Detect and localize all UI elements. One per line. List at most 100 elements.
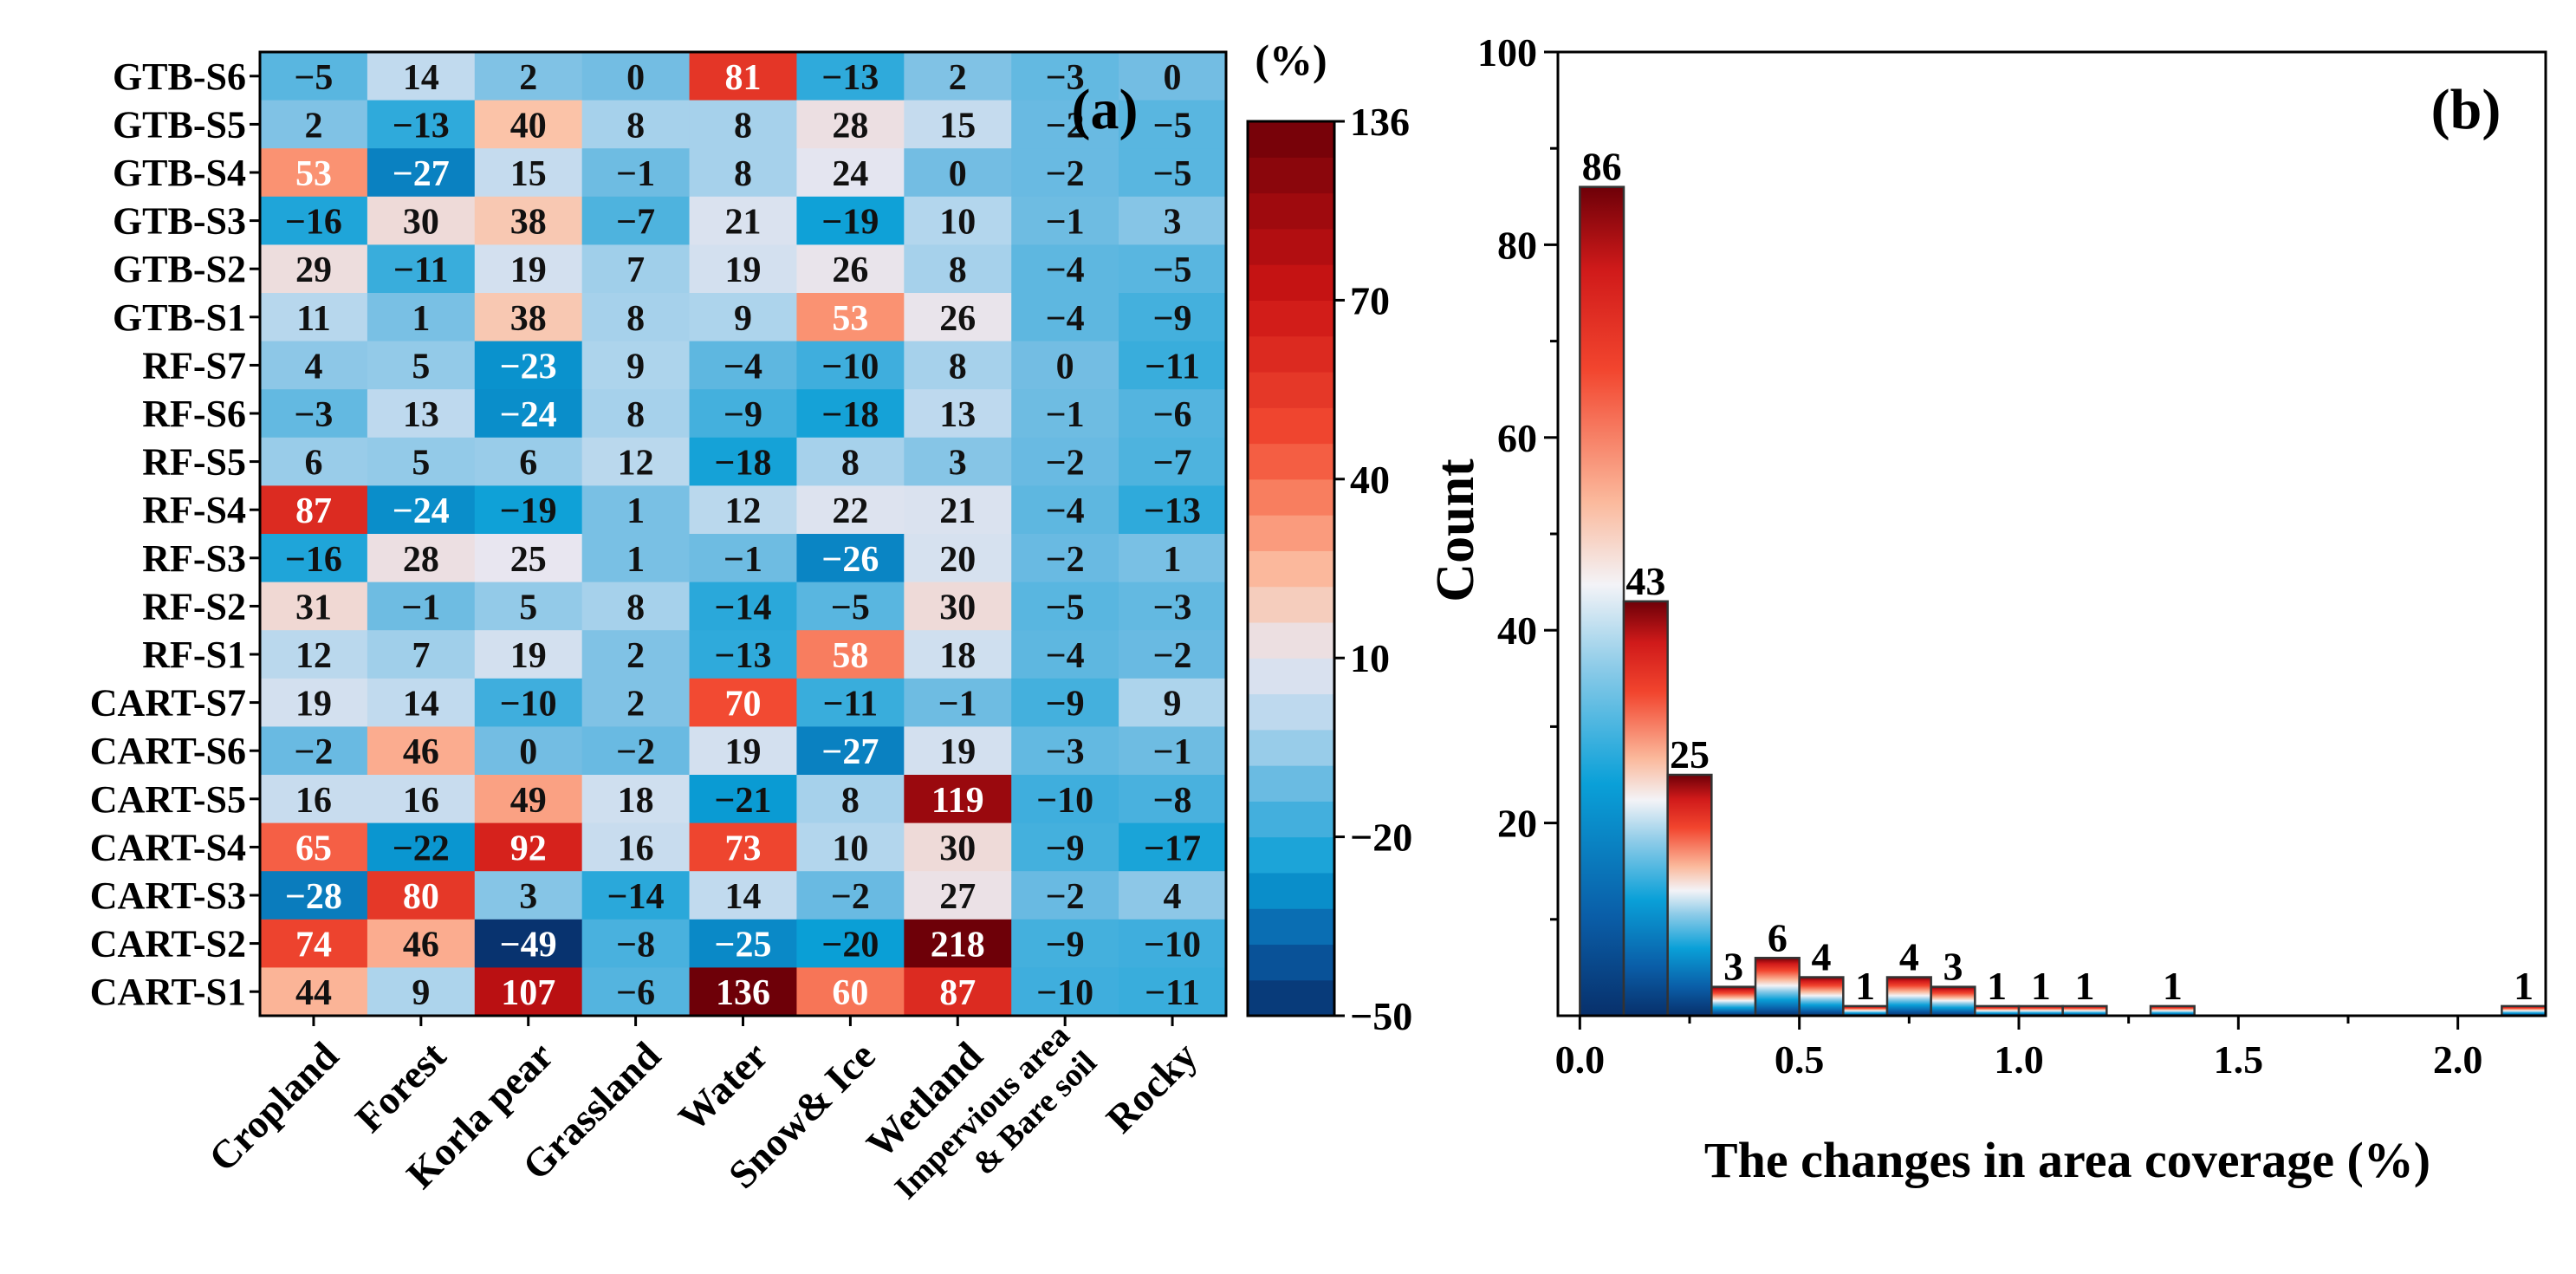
colorbar-block bbox=[1248, 478, 1334, 516]
heatmap-cell-value: 26 bbox=[832, 250, 868, 290]
heatmap-cell bbox=[1011, 678, 1119, 727]
heatmap-cell bbox=[1119, 871, 1227, 920]
heatmap-cell-value: 46 bbox=[403, 926, 439, 965]
heatmap-cell bbox=[904, 534, 1012, 583]
histogram-y-tick-label: 80 bbox=[1497, 223, 1537, 267]
heatmap-cell-value: 5 bbox=[412, 444, 430, 484]
colorbar: 136 70 40 10 −20 −50 (%) bbox=[1246, 36, 1412, 1038]
heatmap-cell-value: −18 bbox=[821, 395, 879, 435]
heatmap-cell bbox=[581, 244, 691, 294]
heatmap-cell bbox=[367, 871, 476, 920]
heatmap-cell bbox=[474, 196, 583, 245]
colorbar-block bbox=[1248, 300, 1334, 337]
heatmap-cell bbox=[1119, 726, 1227, 776]
heatmap-cell bbox=[689, 148, 798, 198]
heatmap-cell bbox=[581, 389, 691, 439]
heatmap-cell-value: 1 bbox=[1164, 540, 1182, 580]
heatmap-cell-value: 19 bbox=[725, 250, 762, 290]
heatmap-cell-value: 26 bbox=[939, 299, 976, 339]
heatmap-cell-value: 8 bbox=[841, 781, 860, 821]
heatmap-cell-value: 4 bbox=[1164, 877, 1182, 917]
heatmap-cell-value: −23 bbox=[500, 347, 557, 387]
heatmap-cell-value: 0 bbox=[1164, 58, 1182, 98]
heatmap-cell-value: −11 bbox=[1145, 973, 1200, 1013]
heatmap-cell bbox=[367, 919, 476, 968]
heatmap-cell bbox=[367, 293, 476, 342]
heatmap-cell-value: 20 bbox=[939, 540, 976, 580]
histogram-bar-label: 1 bbox=[1987, 964, 2007, 1008]
heatmap-cell-value: 74 bbox=[295, 926, 332, 965]
heatmap-cell bbox=[904, 775, 1012, 824]
heatmap-row-label: RF-S7 bbox=[142, 344, 246, 387]
heatmap-cell bbox=[581, 148, 691, 198]
heatmap-cell-value: 9 bbox=[734, 299, 752, 339]
heatmap-cell bbox=[904, 582, 1012, 631]
heatmap-cell bbox=[581, 726, 691, 776]
heatmap-cell bbox=[581, 967, 691, 1017]
heatmap-cell-value: 10 bbox=[939, 203, 976, 243]
heatmap-cell-value: 11 bbox=[296, 299, 331, 339]
heatmap-cell-value: −2 bbox=[1046, 540, 1085, 580]
heatmap-cell-value: 2 bbox=[626, 685, 645, 725]
heatmap-cell-value: 46 bbox=[403, 732, 439, 772]
heatmap-cell-value: −27 bbox=[821, 732, 879, 772]
heatmap-cell bbox=[904, 822, 1012, 872]
histogram-bar-label: 1 bbox=[2075, 964, 2095, 1008]
heatmap-cell-value: −19 bbox=[500, 491, 557, 531]
heatmap-cell-value: 44 bbox=[295, 973, 332, 1013]
heatmap-cell bbox=[260, 485, 368, 535]
heatmap-cell bbox=[581, 582, 691, 631]
colorbar-block bbox=[1248, 228, 1334, 265]
heatmap-cell bbox=[367, 52, 476, 101]
heatmap-cell bbox=[581, 630, 691, 679]
heatmap-cell-value: −13 bbox=[715, 636, 772, 676]
heatmap-cell-value: −3 bbox=[1153, 588, 1192, 627]
heatmap-cell bbox=[1011, 341, 1119, 390]
histogram-panel-label: (b) bbox=[2431, 78, 2501, 141]
heatmap-cell bbox=[581, 919, 691, 968]
heatmap-cell-value: −20 bbox=[821, 926, 879, 965]
heatmap-cell-value: 9 bbox=[1164, 685, 1182, 725]
heatmap-row-label: GTB-S2 bbox=[113, 248, 246, 290]
heatmap-cell-value: 28 bbox=[403, 540, 439, 580]
heatmap-cell-value: 218 bbox=[931, 926, 985, 965]
heatmap-cell bbox=[581, 775, 691, 824]
heatmap-cell-value: 27 bbox=[939, 877, 976, 917]
heatmap-cell-value: 70 bbox=[725, 685, 762, 725]
heatmap-cell-value: −8 bbox=[616, 926, 655, 965]
heatmap-cell-value: 136 bbox=[716, 973, 770, 1013]
heatmap-cell bbox=[260, 437, 368, 486]
heatmap-cell bbox=[796, 871, 905, 920]
heatmap-cell bbox=[260, 244, 368, 294]
heatmap-cell bbox=[904, 726, 1012, 776]
heatmap-cell bbox=[1119, 100, 1227, 149]
heatmap-cell bbox=[796, 293, 905, 342]
heatmap-cell bbox=[260, 630, 368, 679]
heatmap-cell-value: 15 bbox=[939, 106, 976, 146]
heatmap-cell-value: −27 bbox=[393, 154, 450, 194]
heatmap-cell bbox=[796, 775, 905, 824]
heatmap-cell bbox=[474, 100, 583, 149]
heatmap-cell-value: −2 bbox=[294, 732, 333, 772]
heatmap-cells bbox=[260, 52, 1227, 1017]
heatmap-cell bbox=[367, 485, 476, 535]
histogram-x-tick-label: 2.0 bbox=[2433, 1037, 2483, 1082]
colorbar-block bbox=[1248, 729, 1334, 766]
heatmap-cell bbox=[1011, 485, 1119, 535]
heatmap-cell bbox=[689, 341, 798, 390]
heatmap-cell-value: −9 bbox=[1046, 926, 1085, 965]
heatmap-cell-value: 2 bbox=[304, 106, 322, 146]
heatmap-cell bbox=[474, 582, 583, 631]
heatmap-cell bbox=[796, 534, 905, 583]
heatmap-cell bbox=[1119, 967, 1227, 1017]
heatmap-cell-value: −14 bbox=[715, 588, 772, 627]
histogram-y-tick-label: 60 bbox=[1497, 416, 1537, 460]
heatmap-panel: −5 14 2 0 81 −13 2 −3 02 −13 40 8 8 28 15 −2 −553 −27 15 −1… bbox=[90, 36, 1412, 1206]
heatmap-cell bbox=[260, 678, 368, 727]
colorbar-block bbox=[1248, 157, 1334, 194]
heatmap-cell-value: 14 bbox=[403, 58, 439, 98]
heatmap-row-label: GTB-S6 bbox=[113, 55, 246, 98]
heatmap-cell bbox=[1119, 485, 1227, 535]
histogram-bar-label: 86 bbox=[1582, 145, 1622, 189]
heatmap-cell bbox=[904, 871, 1012, 920]
